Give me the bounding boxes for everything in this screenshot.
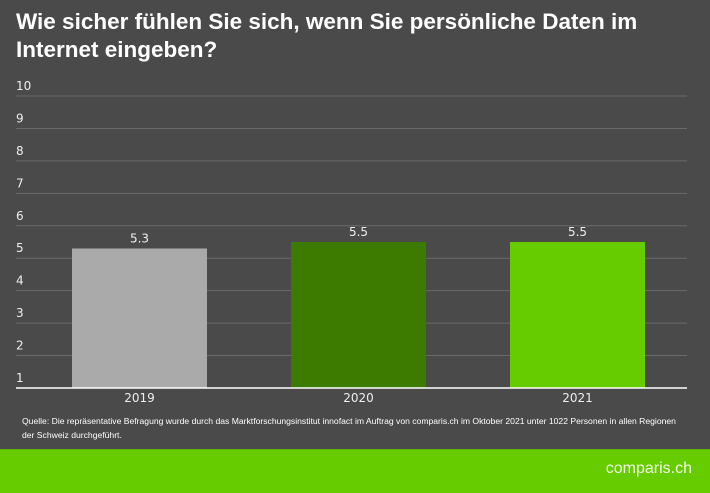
y-tick-label: 10 xyxy=(16,79,31,93)
bar-2019 xyxy=(72,248,207,388)
comparis-logo[interactable]: comparis.ch xyxy=(605,460,692,477)
y-tick-label: 7 xyxy=(16,176,24,190)
footer-bar: comparis.ch xyxy=(0,449,710,493)
x-tick-label: 2021 xyxy=(562,391,593,405)
chart-title: Wie sicher fühlen Sie sich, wenn Sie per… xyxy=(16,9,638,62)
data-label: 5.5 xyxy=(349,225,368,239)
y-tick-label: 8 xyxy=(16,144,24,158)
y-tick-label: 1 xyxy=(16,371,24,385)
y-tick-label: 3 xyxy=(16,306,24,320)
y-tick-label: 4 xyxy=(16,274,24,288)
source-note: Quelle: Die repräsentative Befragung wur… xyxy=(22,416,676,440)
data-label: 5.5 xyxy=(568,225,587,239)
bar-chart: 1 2 3 4 5 6 7 8 9 10 5.3 2019 5.5 2020 5.5 2021 xyxy=(16,79,687,405)
data-label: 5.3 xyxy=(130,231,149,245)
bar-2021 xyxy=(510,242,645,388)
y-tick-label: 9 xyxy=(16,111,24,125)
y-tick-label: 5 xyxy=(16,241,24,255)
x-tick-label: 2019 xyxy=(124,391,155,405)
x-tick-label: 2020 xyxy=(343,391,374,405)
bar-2020 xyxy=(291,242,426,388)
y-tick-label: 6 xyxy=(16,209,24,223)
y-tick-label: 2 xyxy=(16,339,24,353)
